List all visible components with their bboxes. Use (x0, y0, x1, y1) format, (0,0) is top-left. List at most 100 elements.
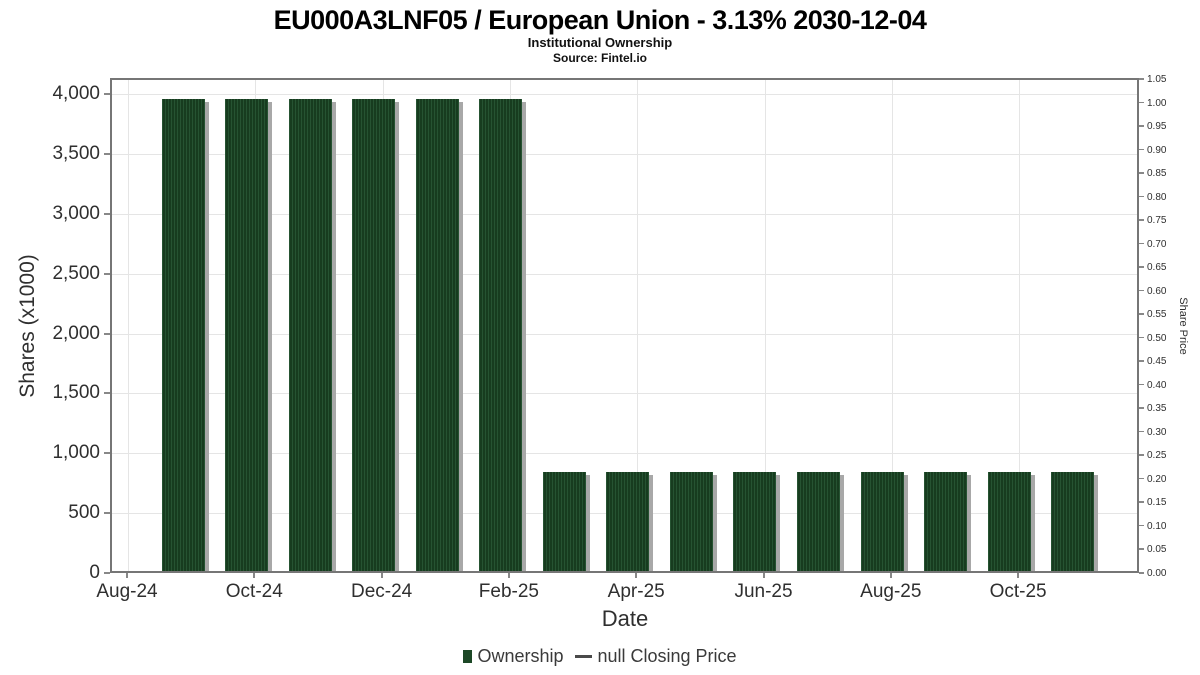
right-tick-mark (1139, 572, 1144, 574)
gridline-vertical (764, 80, 766, 571)
ownership-bar (924, 471, 968, 571)
right-tick-label: 0.25 (1147, 450, 1167, 462)
gridline-horizontal (112, 154, 1137, 156)
x-tick-mark (889, 573, 892, 578)
chart-source: Source: Fintel.io (552, 51, 647, 65)
ownership-bar (669, 471, 713, 571)
left-tick-mark (104, 512, 110, 515)
left-tick-label: 0 (89, 562, 100, 583)
right-tick-mark (1139, 125, 1144, 127)
left-tick-mark (104, 572, 110, 574)
left-tick-label: 1,500 (52, 382, 100, 404)
x-tick-label: Apr-25 (607, 581, 665, 602)
right-tick-mark (1139, 313, 1144, 315)
right-tick-label: 0.15 (1147, 497, 1167, 509)
ownership-square-marker (463, 650, 473, 663)
left-tick-label: 4,000 (52, 83, 100, 105)
ownership-bar (288, 98, 332, 571)
chart-legend: Ownership null Closing Price (0, 646, 1200, 667)
closing-price-line-marker (575, 655, 593, 658)
right-tick-mark (1139, 219, 1144, 221)
left-tick-mark (104, 332, 110, 335)
right-tick-mark (1139, 172, 1144, 174)
x-tick-mark (1017, 573, 1020, 578)
ownership-bar (352, 98, 396, 571)
ownership-bar (987, 471, 1031, 571)
right-tick-mark (1139, 501, 1144, 503)
right-tick-mark (1139, 336, 1144, 339)
left-tick-label: 1,000 (52, 442, 100, 464)
right-tick-mark (1139, 78, 1144, 80)
right-tick-mark (1139, 148, 1144, 151)
ownership-bar (415, 98, 459, 571)
right-tick-mark (1139, 383, 1144, 386)
right-tick-label: 0.50 (1147, 332, 1167, 344)
right-tick-label: 0.60 (1147, 285, 1167, 297)
left-tick-mark (104, 272, 110, 275)
x-tick-label: Aug-24 (96, 581, 158, 602)
right-tick-label: 0.20 (1147, 473, 1167, 485)
left-tick-label: 500 (68, 502, 100, 524)
gridline-horizontal (112, 273, 1137, 275)
right-tick-mark (1139, 242, 1144, 245)
right-tick-mark (1139, 360, 1144, 362)
x-tick-label: Dec-24 (350, 581, 413, 602)
right-tick-label: 0.75 (1147, 215, 1167, 227)
right-tick-mark (1139, 101, 1144, 104)
right-tick-mark (1139, 524, 1144, 527)
gridline-vertical (637, 80, 639, 571)
left-tick-mark (104, 392, 110, 395)
gridline-horizontal (112, 393, 1137, 395)
gridline-horizontal (112, 94, 1137, 96)
x-tick-mark (380, 573, 383, 578)
ownership-bar (1051, 471, 1095, 571)
left-tick-mark (104, 153, 110, 156)
plot-area (110, 78, 1139, 573)
gridline-horizontal (112, 213, 1137, 215)
right-tick-label: 0.30 (1147, 426, 1167, 438)
right-tick-label: 1.05 (1147, 74, 1167, 85)
left-tick-label: 2,500 (52, 262, 100, 284)
right-tick-mark (1139, 407, 1144, 409)
gridline-vertical (1019, 80, 1021, 571)
x-tick-label: Jun-25 (734, 581, 793, 602)
left-tick-mark (104, 452, 110, 455)
legend-label-closing-price: null Closing Price (597, 646, 737, 666)
left-tick-mark (104, 212, 110, 215)
ownership-bar (542, 471, 586, 571)
left-tick-label: 2,000 (52, 322, 100, 344)
right-tick-label: 0.45 (1147, 356, 1167, 368)
right-tick-mark (1139, 266, 1144, 268)
x-tick-mark (507, 573, 510, 578)
right-tick-mark (1139, 477, 1144, 480)
page-title: EU000A3LNF05 / European Union - 3.13% 20… (273, 5, 927, 35)
right-tick-label: 1.00 (1147, 97, 1167, 109)
x-tick-mark (635, 573, 638, 578)
gridline-horizontal (112, 333, 1137, 335)
ownership-bar (860, 471, 904, 571)
right-tick-label: 0.40 (1147, 379, 1167, 391)
right-tick-label: 0.85 (1147, 168, 1167, 180)
right-tick-label: 0.00 (1147, 568, 1167, 579)
gridline-horizontal (112, 453, 1137, 455)
ownership-bar (479, 98, 523, 571)
right-tick-label: 0.55 (1147, 309, 1167, 321)
ownership-bar (606, 471, 650, 571)
left-tick-mark (104, 93, 110, 96)
ownership-bar (733, 471, 777, 571)
right-tick-mark (1139, 195, 1144, 198)
right-tick-label: 0.65 (1147, 262, 1167, 274)
left-tick-label: 3,000 (52, 202, 100, 224)
chart-subtitle: Institutional Ownership (527, 35, 673, 50)
x-tick-label: Feb-25 (478, 581, 539, 602)
right-tick-mark (1139, 548, 1144, 550)
right-tick-label: 0.80 (1147, 191, 1167, 203)
x-tick-label: Aug-25 (860, 581, 922, 602)
ownership-bar (225, 98, 269, 571)
x-tick-mark (126, 573, 128, 578)
right-tick-mark (1139, 454, 1144, 456)
right-tick-label: 0.05 (1147, 544, 1167, 556)
ownership-bar (797, 471, 840, 571)
x-axis-title: Date (601, 606, 649, 631)
